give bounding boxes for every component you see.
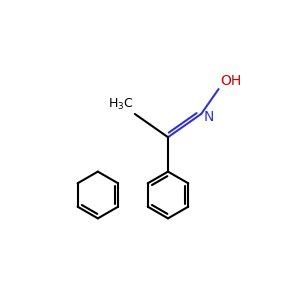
- Text: N: N: [204, 110, 214, 124]
- Text: OH: OH: [220, 74, 241, 88]
- Text: H$_3$C: H$_3$C: [108, 98, 133, 112]
